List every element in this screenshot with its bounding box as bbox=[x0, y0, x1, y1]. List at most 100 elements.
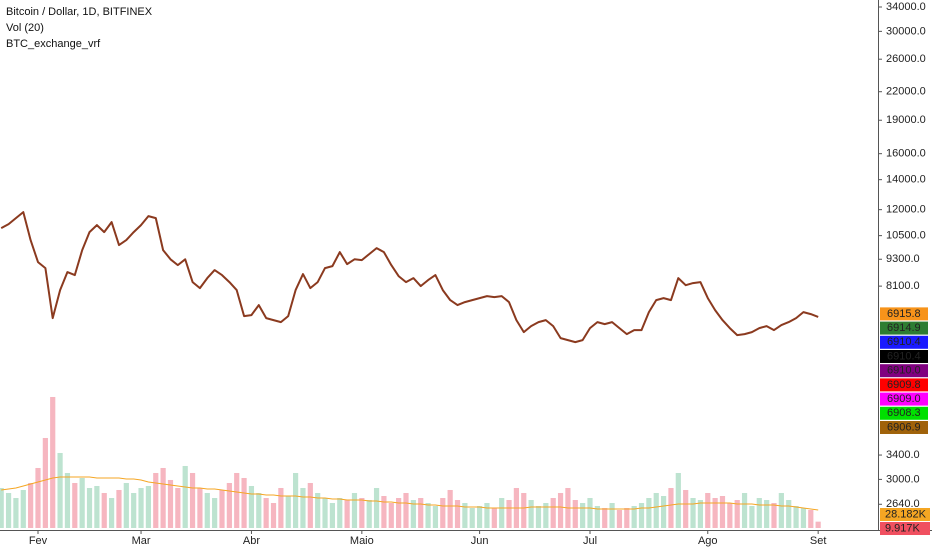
volume-bar bbox=[182, 465, 188, 528]
y-tick-label: 9300.0 bbox=[886, 253, 920, 265]
volume-ma-line bbox=[1, 476, 819, 511]
volume-bar bbox=[447, 489, 453, 528]
price-label-box bbox=[880, 349, 928, 363]
volume-bar bbox=[771, 502, 777, 528]
volume-bar bbox=[594, 505, 600, 528]
volume-bar bbox=[815, 521, 821, 528]
volume-bar bbox=[653, 492, 659, 528]
price-label: 6914.9 bbox=[887, 322, 921, 334]
y-tick-label: 3000.0 bbox=[886, 473, 920, 485]
volume-bar bbox=[764, 499, 770, 528]
volume-bar bbox=[79, 477, 85, 528]
volume-bar bbox=[5, 492, 12, 528]
volume-bar bbox=[167, 479, 174, 528]
price-label: 6910.4 bbox=[887, 336, 921, 348]
volume-label: 9.917K bbox=[885, 522, 921, 534]
y-tick-label: 30000.0 bbox=[886, 25, 926, 37]
y-tick-label: 16000.0 bbox=[886, 148, 926, 160]
volume-bar bbox=[631, 505, 637, 528]
volume-bar bbox=[381, 495, 387, 528]
volume-bar bbox=[609, 502, 615, 528]
volume-bar bbox=[528, 499, 534, 528]
price-label-box bbox=[880, 364, 928, 378]
volume-bar bbox=[712, 497, 718, 528]
y-tick-label: 2640.0 bbox=[886, 498, 920, 510]
volume-bar bbox=[778, 492, 784, 528]
volume-bar bbox=[403, 492, 409, 528]
volume-bar bbox=[808, 509, 814, 528]
volume-bar bbox=[359, 497, 365, 528]
volume-bar bbox=[800, 507, 807, 528]
volume-bar bbox=[57, 452, 63, 528]
price-label-box bbox=[880, 321, 928, 335]
volume-bar bbox=[373, 487, 380, 528]
volume-bar bbox=[0, 487, 4, 528]
volume-bar bbox=[661, 495, 667, 528]
volume-bar bbox=[727, 502, 733, 528]
volume-bar bbox=[557, 492, 564, 528]
volume-bar bbox=[20, 489, 26, 528]
volume-bar bbox=[469, 507, 475, 528]
volume-bar bbox=[351, 492, 358, 528]
volume-bar bbox=[440, 497, 446, 528]
volume-bar bbox=[86, 487, 93, 528]
indicator-label: Vol (20) bbox=[6, 22, 44, 34]
volume-bar bbox=[572, 499, 578, 528]
volume-bar bbox=[322, 497, 328, 528]
volume-bar bbox=[109, 497, 115, 528]
x-tick-label: Ago bbox=[698, 535, 718, 547]
volume-bar bbox=[741, 492, 748, 528]
volume-bar bbox=[535, 505, 542, 528]
volume-bar bbox=[293, 472, 299, 528]
y-tick-label: 19000.0 bbox=[886, 114, 926, 126]
volume-bar bbox=[153, 472, 159, 528]
volume-bar bbox=[270, 502, 277, 528]
x-tick-label: Set bbox=[810, 535, 827, 547]
x-tick-label: Jul bbox=[583, 535, 597, 547]
volume-bar bbox=[278, 487, 284, 528]
volume-bar bbox=[138, 487, 144, 528]
volume-bar bbox=[638, 502, 645, 528]
volume-bar bbox=[101, 492, 107, 528]
volume-bar bbox=[580, 502, 586, 528]
volume-bar bbox=[329, 502, 335, 528]
volume-bar bbox=[344, 499, 350, 528]
volume-bar bbox=[705, 492, 711, 528]
volume-bar bbox=[396, 497, 402, 528]
y-tick-label: 12000.0 bbox=[886, 204, 926, 216]
chart-title: Bitcoin / Dollar, 1D, BITFINEX bbox=[6, 6, 153, 18]
volume-bar bbox=[212, 497, 218, 528]
volume-bar bbox=[454, 499, 461, 528]
volume-bar bbox=[300, 487, 306, 528]
price-label: 6908.3 bbox=[887, 407, 921, 419]
price-label-box bbox=[880, 307, 928, 321]
volume-label-box bbox=[880, 522, 930, 536]
volume-bar bbox=[116, 489, 122, 528]
volume-bar bbox=[462, 502, 468, 528]
volume-bar bbox=[543, 502, 549, 528]
volume-bar bbox=[366, 499, 372, 528]
price-label: 6909.0 bbox=[887, 393, 921, 405]
volume-bar bbox=[683, 489, 689, 528]
volume-bar bbox=[315, 492, 321, 528]
volume-bar bbox=[13, 497, 19, 528]
volume-bar bbox=[491, 507, 497, 528]
volume-bar bbox=[145, 485, 151, 528]
volume-bar bbox=[64, 472, 71, 528]
volume-bar bbox=[484, 502, 490, 528]
x-tick-label: Mar bbox=[132, 535, 151, 547]
x-tick-label: Maio bbox=[350, 535, 374, 547]
volume-bar bbox=[675, 472, 681, 528]
volume-bar bbox=[521, 492, 527, 528]
plot-area bbox=[0, 211, 821, 528]
volume-bar bbox=[550, 497, 556, 528]
x-tick-label: Fev bbox=[29, 535, 48, 547]
volume-bar bbox=[756, 497, 762, 528]
volume-bar bbox=[219, 489, 225, 528]
volume-bar bbox=[189, 472, 196, 528]
volume-bar bbox=[697, 499, 703, 528]
price-label: 6909.8 bbox=[887, 379, 921, 391]
volume-bar bbox=[793, 505, 799, 528]
